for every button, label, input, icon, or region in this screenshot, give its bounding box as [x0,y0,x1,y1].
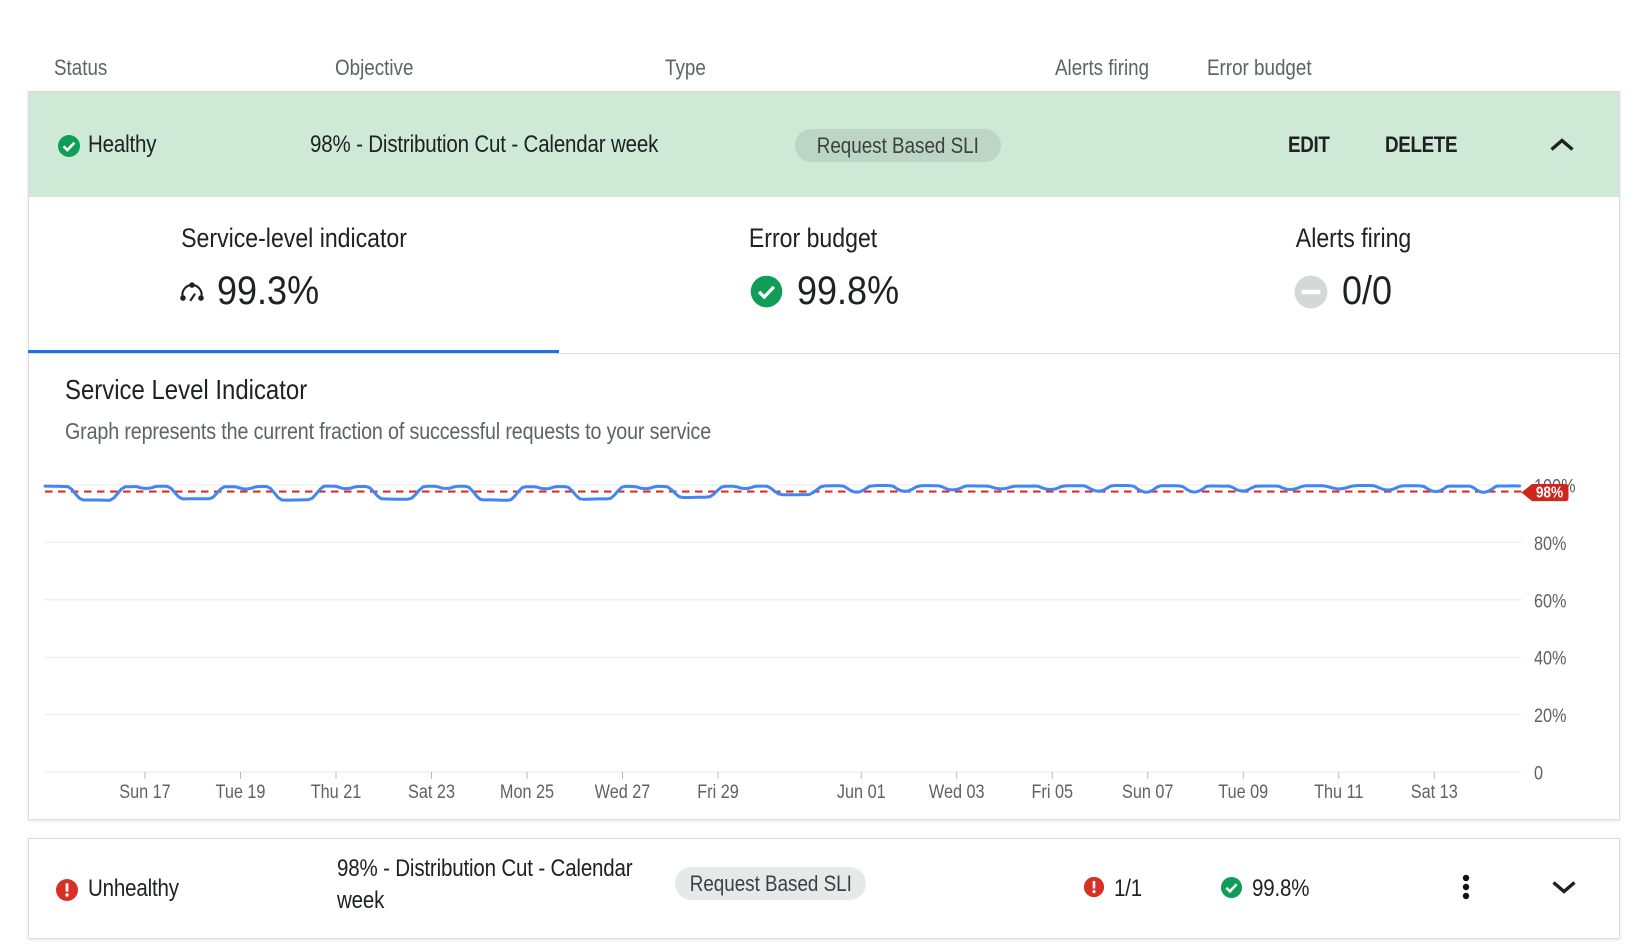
tab-error-budget[interactable]: Error budget 99.8% [748,222,900,313]
threshold-tag [1521,483,1569,502]
x-tick-label: Tue 19 [216,781,266,802]
objective-label: 98% - Distribution Cut - Calendar week [337,854,633,914]
minus-circle-icon [1294,275,1328,314]
status-label: Unhealthy [88,874,179,902]
x-tick-label: Wed 27 [595,781,651,802]
chart-subtitle: Graph represents the current fraction of… [65,418,712,444]
column-header-alerts-firing: Alerts firing [1055,55,1150,80]
y-tick-label: 80% [1534,533,1567,554]
x-tick-label: Fri 29 [697,781,738,802]
more-actions-button[interactable] [1452,873,1480,906]
alerts-firing-value: 1/1 [1114,874,1143,902]
x-tick-label: Thu 11 [1314,781,1363,802]
x-tick-label: Mon 25 [500,781,554,802]
y-tick-label: 20% [1534,705,1567,726]
x-tick-label: Sat 13 [1411,781,1458,802]
check-circle-icon [750,275,783,313]
y-tick-label: 60% [1534,590,1567,611]
unhealthy-status-icon [55,878,79,907]
chevron-down-icon [1552,881,1576,894]
x-tick-label: Sun 17 [119,781,170,802]
kebab-menu-icon [1462,874,1470,900]
y-tick-label: 40% [1534,648,1567,669]
tab-service-level-indicator[interactable]: Service-level indicator 99.3% [180,222,407,313]
expand-button[interactable] [1551,880,1577,898]
collapse-button[interactable] [1549,137,1575,155]
x-tick-label: Wed 03 [929,781,985,802]
type-chip: Request Based SLI [675,867,866,900]
y-tick-label: 0 [1534,762,1543,783]
slo-card-collapsed[interactable]: Unhealthy 98% - Distribution Cut - Calen… [28,838,1620,939]
sli-line-chart: Sun 17 Tue 19 Thu 21 Sat 23 Mon 25 Wed 27 Fri … [43,475,1576,802]
column-header-type: Type [665,55,706,80]
gauge-icon [180,282,204,308]
chevron-up-icon [1550,138,1574,151]
type-chip: Request Based SLI [795,129,1001,162]
x-tick-label: Jun 01 [837,781,886,802]
column-header-objective: Objective [335,55,414,80]
tabs-divider [28,353,1620,354]
tab-alerts-firing[interactable]: Alerts firing 0/0 [1089,197,1619,353]
budget-check-icon [1220,876,1243,904]
objective-label: 98% - Distribution Cut - Calendar week [310,130,659,158]
slo-card-expanded: Healthy 98% - Distribution Cut - Calenda… [28,91,1620,820]
chart-title: Service Level Indicator [65,374,308,405]
healthy-status-icon [57,134,81,163]
alert-error-icon [1083,876,1105,903]
column-header-error-budget: Error budget [1207,55,1312,80]
expanded-row-header[interactable]: Healthy 98% - Distribution Cut - Calenda… [29,92,1619,197]
x-tick-label: Tue 09 [1218,781,1268,802]
error-budget-value: 99.8% [1252,874,1310,902]
status-label: Healthy [88,130,157,158]
x-tick-label: Sun 07 [1122,781,1173,802]
selected-tab-indicator [28,350,559,354]
edit-button[interactable]: EDIT [1288,92,1337,197]
x-tick-label: Thu 21 [311,781,362,802]
x-tick-label: Fri 05 [1032,781,1074,802]
sli-series-line [43,484,1521,502]
threshold-tag-label: 98% [1536,485,1563,502]
x-tick-label: Sat 23 [408,781,455,802]
column-header-status: Status [54,55,108,80]
delete-button[interactable]: DELETE [1385,92,1469,197]
